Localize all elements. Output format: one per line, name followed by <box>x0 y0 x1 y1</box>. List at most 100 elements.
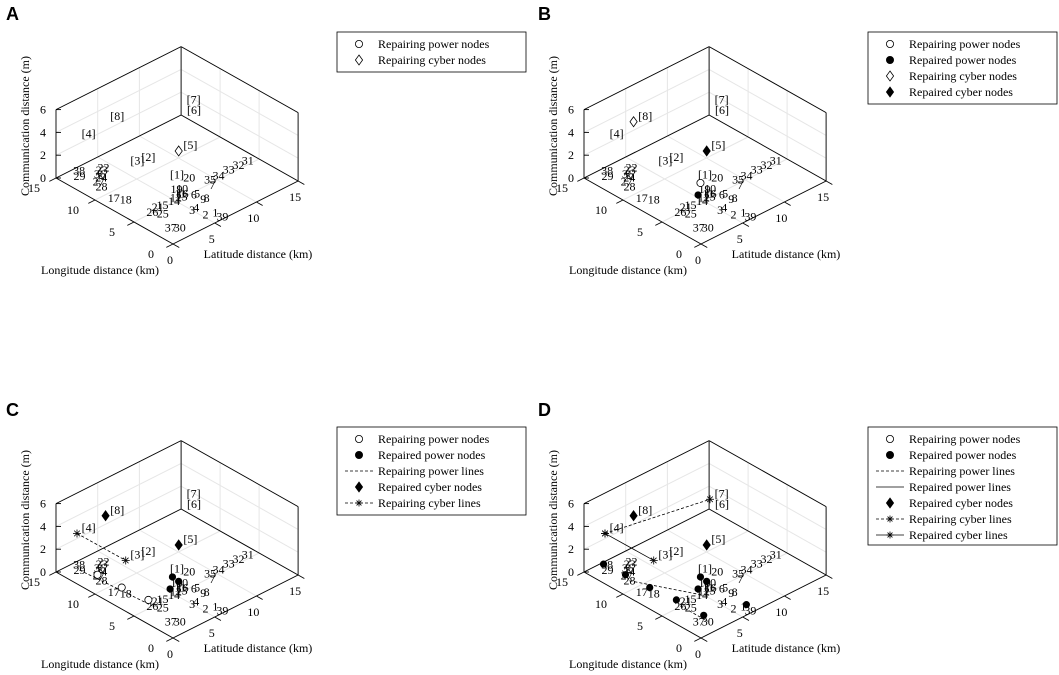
grid-line <box>94 530 221 595</box>
z-axis-label: Communication distance (m) <box>18 450 32 590</box>
power-node-label: 1 <box>212 600 218 614</box>
y-tick-label: 5 <box>637 225 643 239</box>
repairing-cyber-line-marker <box>706 495 715 504</box>
power-node-label: 25 <box>157 206 169 220</box>
grid-line <box>708 91 827 159</box>
grid-line <box>622 530 749 595</box>
power-node-label: 30 <box>174 614 186 628</box>
cyber-node-label: [2] <box>669 150 683 164</box>
power-node-label: 25 <box>685 600 697 614</box>
power-node-label: 2 <box>731 207 737 221</box>
power-node-label: 17 <box>636 585 648 599</box>
power-node-label: 11 <box>702 581 714 595</box>
repairing-power-node-marker <box>696 178 705 187</box>
z-tick-label: 0 <box>568 565 574 579</box>
x-tick <box>700 243 708 248</box>
power-node-label: 3 <box>717 203 723 217</box>
box-edge <box>55 46 182 111</box>
grid-line <box>133 158 260 223</box>
y-tick-label: 15 <box>556 181 568 195</box>
legend-item: Repaired power nodes <box>354 448 486 462</box>
y-axis-label: Longitude distance (km) <box>569 263 687 277</box>
box-edge <box>708 114 827 182</box>
power-node-label: 31 <box>770 548 782 562</box>
power-node-label: 28 <box>95 180 107 194</box>
power-node-label: 35 <box>204 566 216 580</box>
x-tick-label: 5 <box>209 232 215 246</box>
legend-item: Repaired cyber lines <box>876 528 1008 542</box>
y-axis-line <box>55 177 174 245</box>
x-tick-label: 5 <box>737 232 743 246</box>
cyber-node-label: [2] <box>669 544 683 558</box>
x-tick-label: 10 <box>247 211 259 225</box>
power-node-label: 13 <box>176 189 188 203</box>
power-node-label: 23 <box>624 163 636 177</box>
power-node-label: 34 <box>213 562 225 576</box>
y-tick-label: 10 <box>595 203 607 217</box>
power-node-label: 35 <box>732 566 744 580</box>
cyber-node-label: [8] <box>110 503 124 517</box>
z-axis-label: Communication distance (m) <box>18 56 32 196</box>
power-node-label: 32 <box>761 158 773 172</box>
panel-letter: D <box>538 400 551 420</box>
power-node-label: 9 <box>200 192 206 206</box>
grid-line <box>583 91 710 156</box>
power-node-label: 39 <box>744 210 756 224</box>
power-node-label: 15 <box>157 592 169 606</box>
x-tick <box>825 574 833 579</box>
power-node-label: 7 <box>737 178 743 192</box>
repaired-power-node-marker <box>700 611 708 619</box>
box-edge <box>708 508 827 576</box>
power-node-label: 19 <box>170 182 182 196</box>
repaired-cyber-node-marker <box>629 510 638 522</box>
legend-label: Repairing power lines <box>909 464 1015 478</box>
cyber-node-label: [5] <box>183 532 197 546</box>
legend-marker <box>886 434 895 443</box>
power-node-label: 8 <box>204 191 210 205</box>
y-tick <box>616 593 624 598</box>
power-node-label: 4 <box>721 594 727 608</box>
cyber-node-label: [2] <box>141 150 155 164</box>
repaired-power-node-marker <box>703 577 711 585</box>
repairing-cyber-node-marker <box>629 116 638 128</box>
box-edge <box>55 440 182 505</box>
box-edge <box>708 440 827 507</box>
box-edge <box>55 114 182 179</box>
y-tick <box>655 615 663 620</box>
legend-label: Repaired cyber nodes <box>378 480 482 494</box>
y-axis-label: Longitude distance (km) <box>41 263 159 277</box>
power-node-label: 30 <box>702 220 714 234</box>
grid-line <box>708 462 827 530</box>
legend-label: Repairing power nodes <box>378 37 490 51</box>
z-tick-label: 2 <box>40 148 46 162</box>
repaired-power-node-marker <box>696 573 705 581</box>
repaired-power-node-marker <box>646 583 654 592</box>
y-tick-label: 5 <box>109 619 115 633</box>
power-node-label: 32 <box>233 158 245 172</box>
grid-line <box>180 68 299 136</box>
repaired-power-node-marker <box>175 577 183 585</box>
z-axis-label: Communication distance (m) <box>546 56 560 196</box>
power-node-label: 21 <box>152 594 164 608</box>
legend-label: Repaired power lines <box>909 480 1011 494</box>
x-axis-line <box>172 180 299 245</box>
grid-line <box>97 156 215 224</box>
power-node-label: 18 <box>120 193 132 207</box>
panel-letter: B <box>538 4 551 24</box>
power-node-label: 24 <box>95 171 107 185</box>
power-node-label: 26 <box>146 205 158 219</box>
power-node-label: 15 <box>157 198 169 212</box>
legend-item: Repairing power nodes <box>354 432 490 446</box>
legend-box <box>867 426 1058 546</box>
power-node-label: 11 <box>174 187 186 201</box>
power-node-label: 37 <box>693 221 705 235</box>
legend-label: Repairing cyber nodes <box>909 69 1017 83</box>
x-axis-label: Latitude distance (km) <box>732 641 841 655</box>
power-node-label: 13 <box>176 583 188 597</box>
power-node-label: 21 <box>680 594 692 608</box>
power-node-label: 27 <box>621 175 633 189</box>
x-tick-label: 10 <box>775 211 787 225</box>
cyber-node-label: [3] <box>130 548 144 562</box>
power-node-label: 4 <box>193 594 199 608</box>
